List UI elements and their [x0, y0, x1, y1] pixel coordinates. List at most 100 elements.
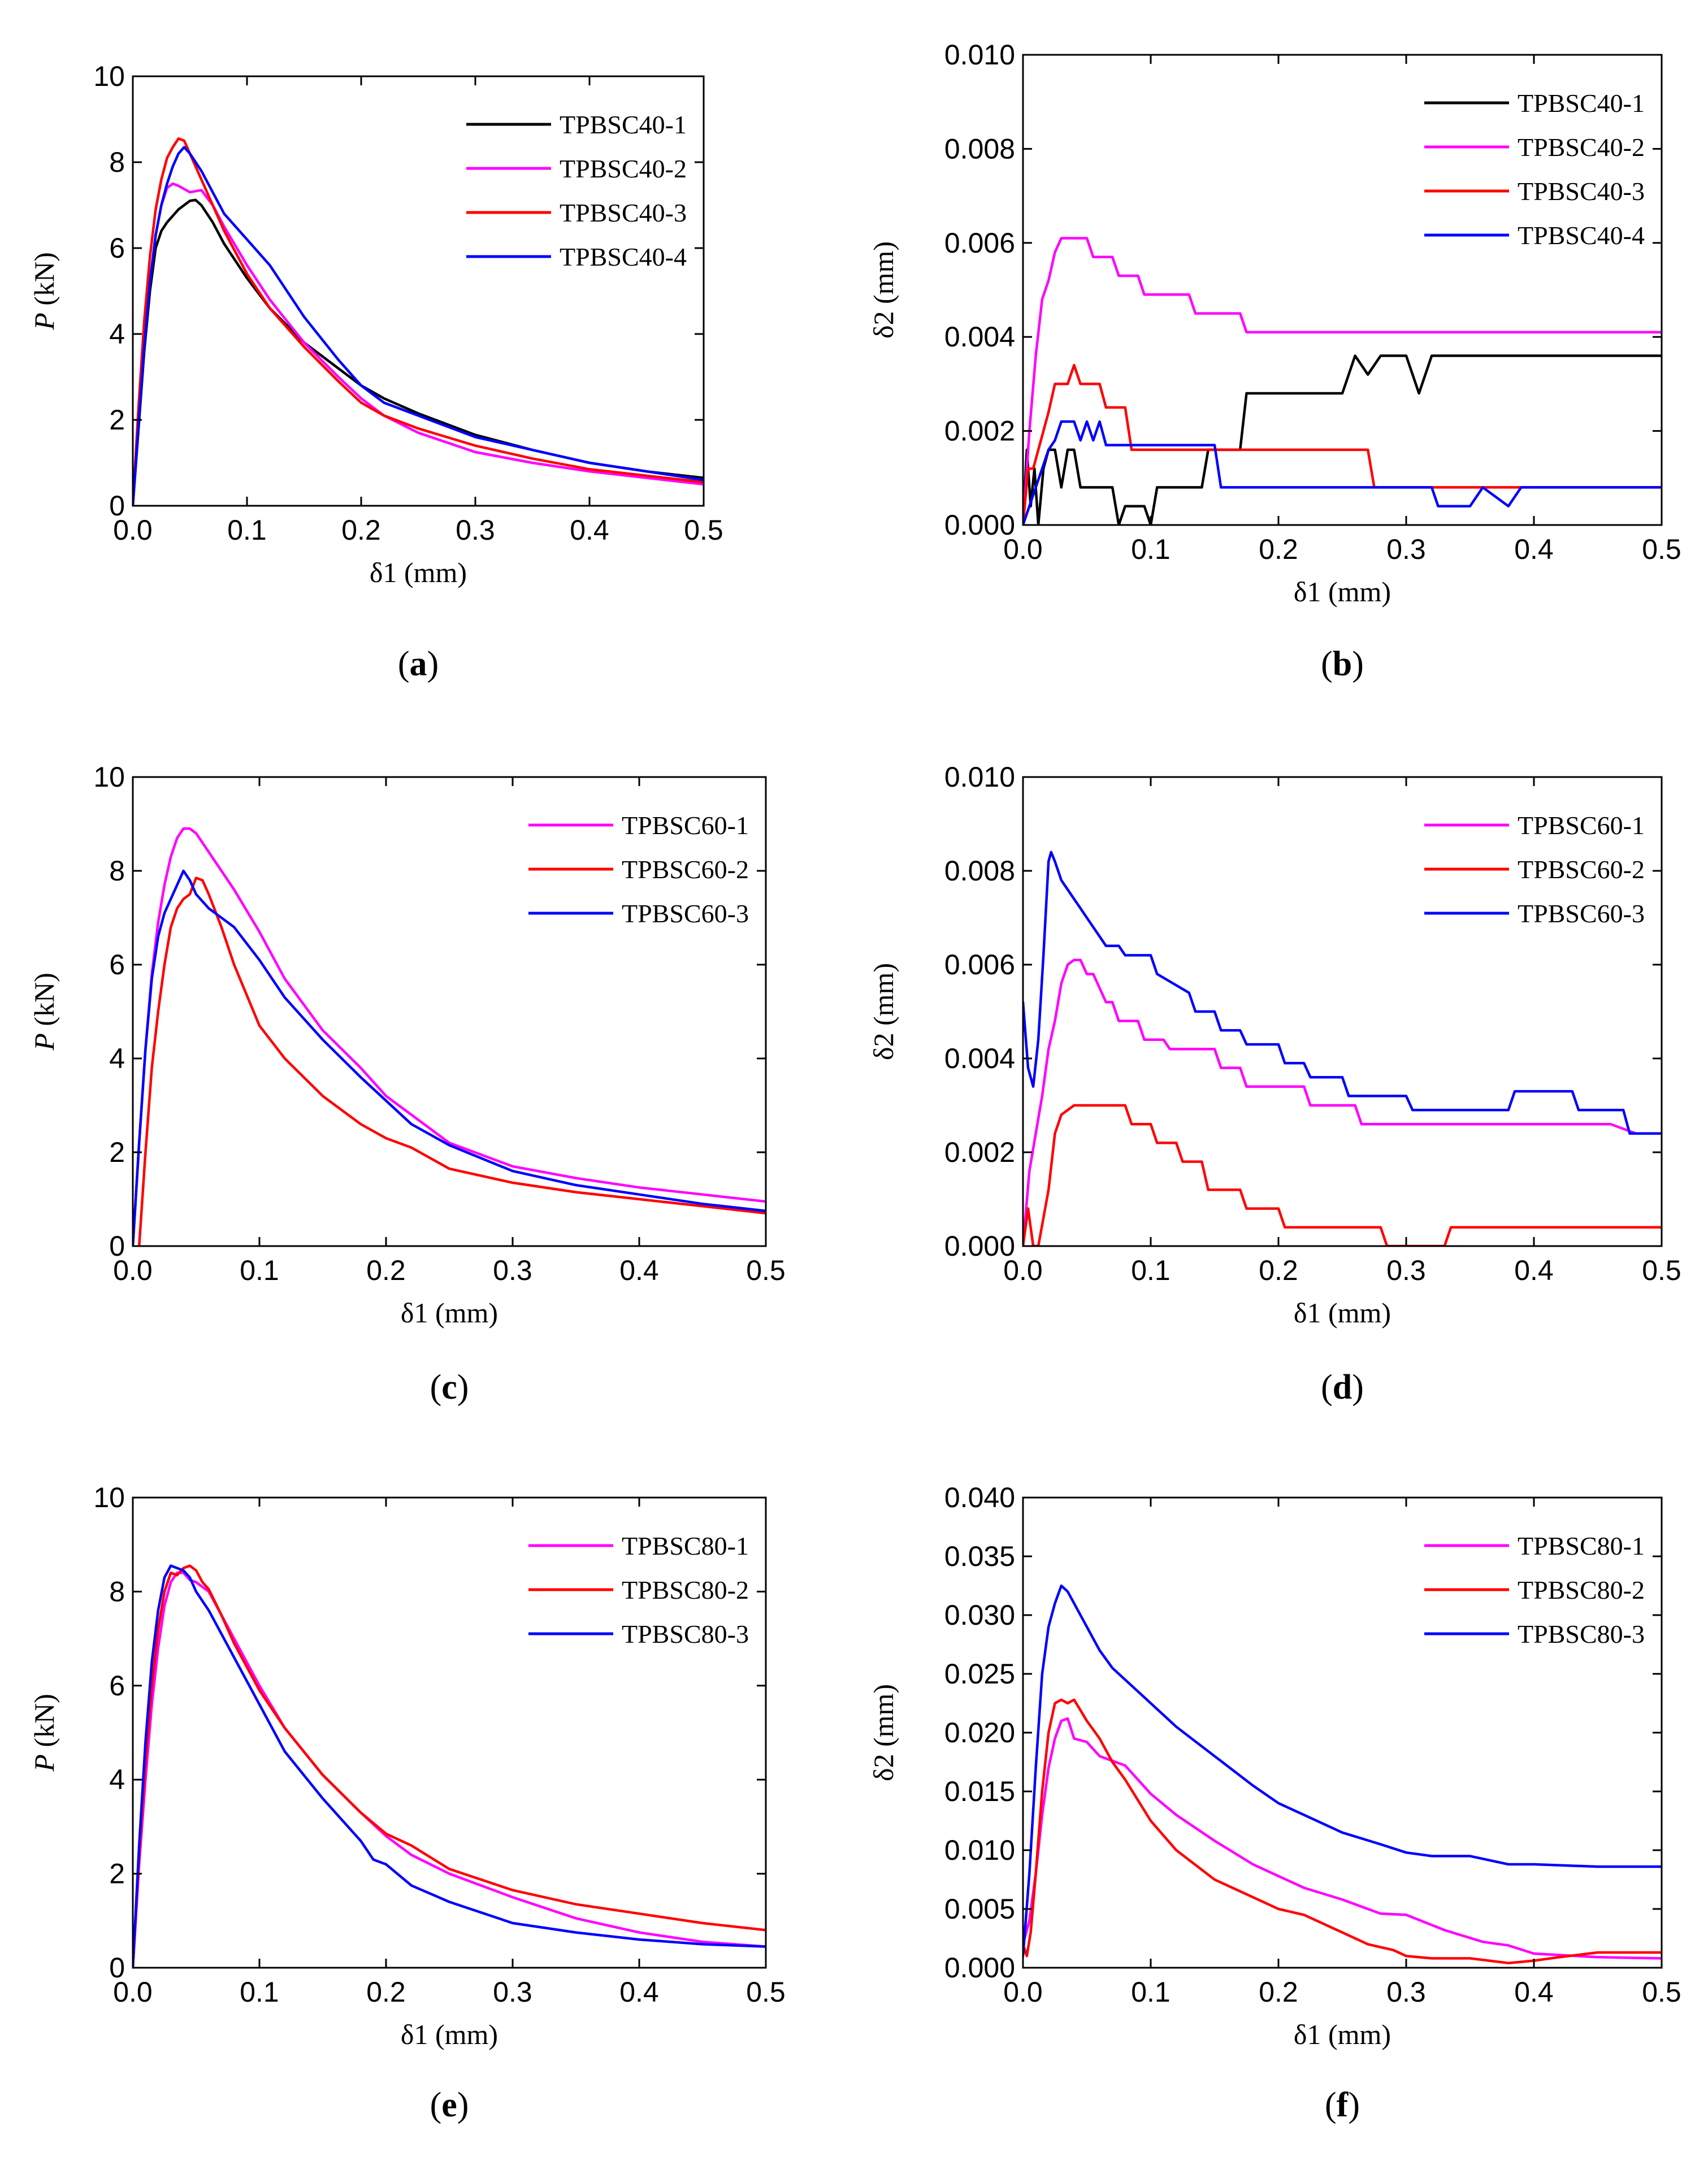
y-tick-label: 0.000: [944, 509, 1015, 541]
x-tick-label: 0.5: [1642, 533, 1681, 565]
legend-label: TPBSC40-1: [560, 110, 687, 139]
plot-frame: [132, 776, 767, 1247]
panel-caption: (a): [398, 645, 439, 683]
series-line-TPBSC40-3: [1023, 363, 1662, 525]
x-tick-label: 0.3: [1386, 533, 1426, 565]
series-line-TPBSC60-2: [137, 876, 766, 1246]
x-tick-label: 0.5: [1642, 1976, 1681, 2008]
legend-label: TPBSC40-4: [560, 242, 687, 271]
legend-label: TPBSC40-4: [1518, 221, 1645, 250]
y-tick-label: 0.000: [944, 1230, 1015, 1262]
series-line-TPBSC60-3: [1023, 850, 1662, 1135]
legend-label: TPBSC40-2: [1518, 133, 1645, 162]
x-axis-label: δ1 (mm): [1294, 576, 1391, 607]
x-tick-label: 0.3: [1386, 1976, 1426, 2008]
series-group: [133, 827, 766, 1246]
x-tick-label: 0.4: [1514, 533, 1554, 565]
y-axis-label: δ2 (mm): [868, 1684, 899, 1781]
x-tick-label: 0.4: [1514, 1255, 1554, 1286]
panel-caption: (d): [1321, 1368, 1364, 1407]
panel-c: 0.0 0.1 0.2 0.3 0.4 0.5 0 2 4 6 8 10 δ1 (mm) P (kN) TP…: [28, 761, 786, 1407]
y-tick-label: 0.010: [944, 761, 1015, 793]
series-line-TPBSC80-3: [133, 1564, 766, 1968]
legend-label: TPBSC40-3: [560, 198, 687, 227]
x-tick-label: 0.5: [746, 1976, 786, 2008]
x-tick-label: 0.2: [341, 514, 381, 546]
y-axis-label: P (kN): [28, 973, 60, 1051]
x-tick-label: 0.2: [366, 1255, 406, 1286]
y-tick-label: 0.002: [944, 415, 1015, 447]
x-tick-label: 0.1: [1131, 533, 1171, 565]
x-tick-label: 0.0: [1003, 1255, 1043, 1286]
y-tick-label: 6: [109, 949, 125, 980]
series-line-TPBSC40-1: [133, 198, 704, 506]
y-tick-label: 0.010: [944, 39, 1015, 71]
y-tick-label: 10: [93, 1482, 125, 1513]
panel-caption: (b): [1321, 645, 1364, 683]
y-tick-label: 0.005: [944, 1893, 1015, 1925]
y-axis-label: δ2 (mm): [868, 241, 899, 339]
series-line-TPBSC60-3: [133, 869, 766, 1246]
legend-label: TPBSC80-3: [622, 1620, 749, 1648]
plot-frame: [1022, 776, 1663, 1247]
x-tick-label: 0.0: [113, 1976, 153, 2008]
legend-label: TPBSC60-2: [1518, 855, 1645, 884]
legend-label: TPBSC60-1: [622, 811, 749, 840]
legend-label: TPBSC80-3: [1518, 1620, 1645, 1648]
legend-label: TPBSC80-2: [1518, 1576, 1645, 1604]
series-line-TPBSC60-2: [1023, 1104, 1662, 1246]
legend-label: TPBSC80-1: [622, 1531, 749, 1560]
x-tick-label: 0.0: [113, 514, 153, 546]
y-tick-label: 0: [109, 490, 125, 522]
y-tick-label: 8: [109, 1576, 125, 1607]
y-tick-label: 0.000: [944, 1952, 1015, 1984]
legend-label: TPBSC40-2: [560, 154, 687, 183]
series-line-TPBSC60-1: [133, 827, 766, 1246]
legend-label: TPBSC60-2: [622, 855, 749, 884]
legend-label: TPBSC60-1: [1518, 811, 1645, 840]
x-tick-label: 0.3: [1386, 1255, 1426, 1286]
x-tick-label: 0.3: [493, 1976, 532, 2008]
y-tick-label: 4: [109, 1043, 125, 1074]
x-tick-label: 0.1: [1131, 1976, 1171, 2008]
series-group: [1023, 1584, 1662, 1964]
panel-caption: (e): [430, 2086, 469, 2124]
x-tick-label: 0.4: [619, 1976, 659, 2008]
legend-label: TPBSC60-3: [1518, 899, 1645, 928]
series-group: [1023, 237, 1662, 525]
y-tick-label: 2: [109, 1858, 125, 1890]
series-line-TPBSC80-2: [133, 1564, 766, 1968]
x-tick-label: 0.0: [1003, 533, 1043, 565]
y-tick-label: 10: [93, 60, 125, 92]
plot-frame: [132, 75, 705, 507]
y-axis-label: P (kN): [28, 252, 60, 330]
y-tick-label: 8: [109, 146, 125, 178]
series-line-TPBSC80-2: [1023, 1698, 1662, 1964]
plot-frame: [1022, 1496, 1663, 1969]
series-line-TPBSC40-3: [133, 137, 704, 506]
x-tick-label: 0.0: [1003, 1976, 1043, 2008]
x-tick-label: 0.5: [746, 1255, 786, 1286]
y-tick-label: 6: [109, 232, 125, 264]
x-axis-label: δ1 (mm): [1294, 2019, 1391, 2050]
x-tick-label: 0.5: [684, 514, 723, 546]
y-tick-label: 0.035: [944, 1541, 1015, 1572]
x-axis-label: δ1 (mm): [1294, 1297, 1391, 1329]
y-axis-label: δ2 (mm): [868, 963, 899, 1060]
y-tick-label: 0.006: [944, 949, 1015, 980]
y-tick-label: 0.004: [944, 321, 1015, 353]
x-tick-label: 0.2: [366, 1976, 406, 2008]
series-group: [133, 1564, 766, 1968]
x-tick-label: 0.3: [456, 514, 495, 546]
x-tick-label: 0.3: [493, 1255, 532, 1286]
legend-label: TPBSC40-1: [1518, 89, 1645, 118]
y-tick-label: 0.020: [944, 1717, 1015, 1748]
y-tick-label: 4: [109, 318, 125, 350]
panel-b: 0.0 0.1 0.2 0.3 0.4 0.5 0.000 0.002 0.004 0.006 0.…: [868, 39, 1681, 683]
x-tick-label: 0.0: [113, 1255, 153, 1286]
x-tick-label: 0.4: [1514, 1976, 1554, 2008]
x-tick-label: 0.1: [240, 1976, 279, 2008]
y-axis-label: P (kN): [28, 1694, 60, 1772]
